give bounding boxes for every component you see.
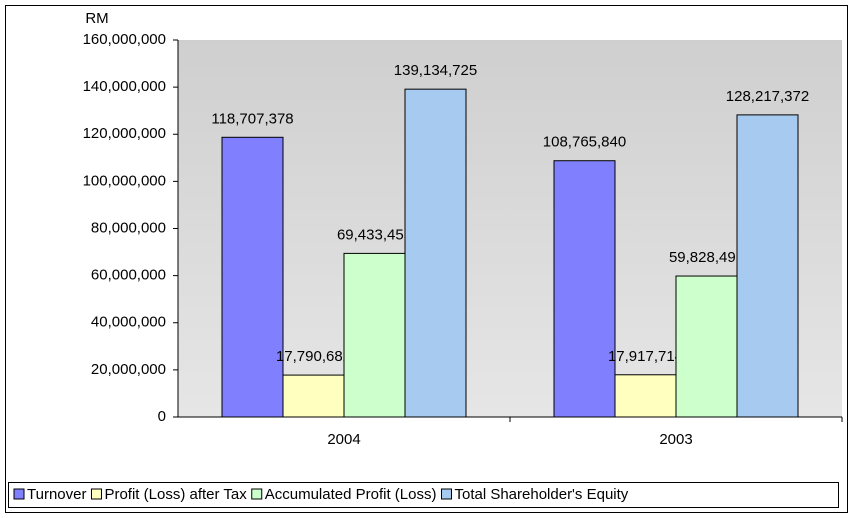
data-label: 17,790,682 [276, 348, 351, 365]
bar [553, 160, 616, 418]
legend-swatch [440, 488, 452, 500]
y-tick-label: 140,000,000 [83, 78, 166, 95]
y-axis-label: RM [85, 10, 108, 27]
y-tick-label: 60,000,000 [91, 267, 166, 284]
legend-label: Profit (Loss) after Tax [104, 486, 247, 503]
data-label: 59,828,491 [669, 249, 744, 266]
data-label: 108,765,840 [543, 134, 626, 151]
bar [614, 374, 677, 418]
y-tick-label: 0 [158, 408, 166, 425]
y-tick-label: 20,000,000 [91, 361, 166, 378]
legend-swatch [251, 488, 263, 500]
data-label: 17,917,714 [608, 348, 683, 365]
legend-swatch [90, 488, 102, 500]
legend-swatch [13, 488, 25, 500]
bar [282, 374, 345, 418]
bar [343, 252, 406, 418]
bar [404, 88, 467, 418]
legend-box [8, 482, 839, 508]
data-label: 118,707,378 [211, 110, 293, 127]
x-tick-label: 2003 [659, 431, 692, 448]
legend-label: Total Shareholder's Equity [454, 486, 628, 503]
y-tick-label: 40,000,000 [91, 314, 166, 331]
y-tick-label: 120,000,000 [83, 125, 166, 142]
y-tick-label: 160,000,000 [83, 31, 166, 48]
y-tick-label: 100,000,000 [83, 172, 166, 189]
bar [736, 114, 799, 418]
x-tick-label: 2004 [327, 431, 360, 448]
legend-label: Turnover [27, 486, 86, 503]
y-tick-label: 80,000,000 [91, 219, 166, 236]
data-label: 69,433,455 [337, 226, 412, 243]
bar [675, 275, 738, 418]
data-label: 128,217,372 [726, 88, 809, 105]
legend-label: Accumulated Profit (Loss) [265, 486, 437, 503]
bar [221, 136, 284, 418]
data-label: 139,134,725 [394, 62, 477, 79]
